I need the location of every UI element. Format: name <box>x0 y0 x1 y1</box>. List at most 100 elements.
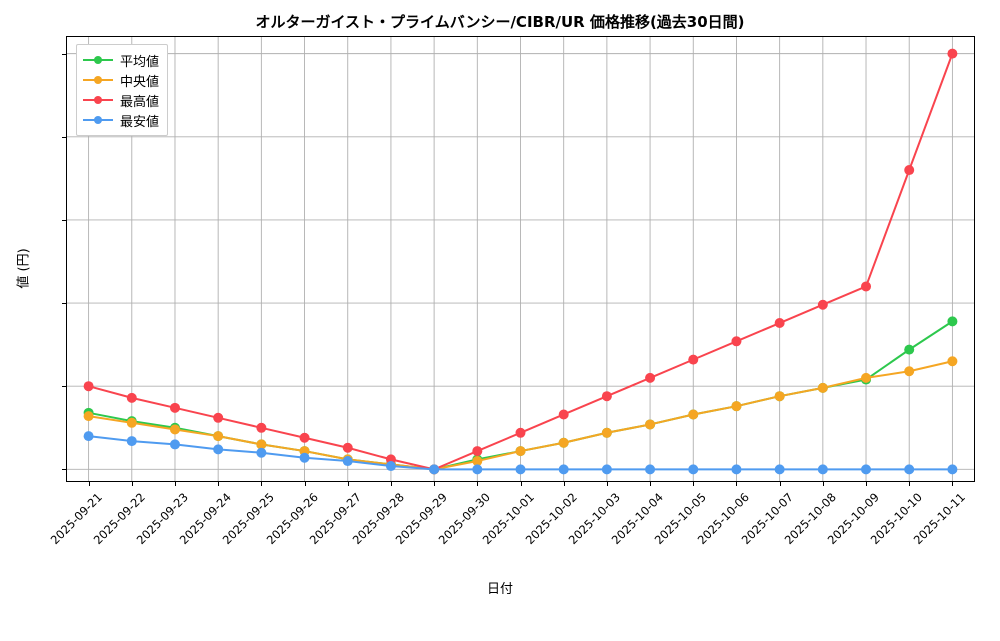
legend-label: 平均値 <box>120 54 160 70</box>
data-point <box>601 427 612 438</box>
data-point <box>126 417 137 428</box>
data-point <box>904 165 915 176</box>
legend-item-0[interactable]: 平均値 <box>83 50 159 70</box>
legend-item-1[interactable]: 中央値 <box>83 70 159 90</box>
plot-area <box>66 36 975 482</box>
x-tick-mark <box>650 482 652 486</box>
x-tick-mark <box>477 482 479 486</box>
x-tick-mark <box>88 482 90 486</box>
data-point <box>601 391 612 402</box>
data-point <box>774 464 785 475</box>
data-point <box>947 356 958 367</box>
data-point <box>947 316 958 327</box>
data-point <box>256 439 267 450</box>
data-point <box>688 409 699 420</box>
x-tick-mark <box>693 482 695 486</box>
legend-label: 最安値 <box>120 114 160 130</box>
data-point <box>385 461 396 472</box>
data-point <box>904 464 915 475</box>
legend-item-3[interactable]: 最安値 <box>83 110 159 130</box>
data-point <box>947 48 958 59</box>
data-point <box>645 464 656 475</box>
data-point <box>774 391 785 402</box>
data-point <box>299 452 310 463</box>
data-point <box>558 464 569 475</box>
x-tick-mark <box>909 482 911 486</box>
data-point <box>947 464 958 475</box>
chart-title: オルターガイスト・プライムバンシー/CIBR/UR 価格推移(過去30日間) <box>255 13 745 31</box>
y-tick-mark <box>62 386 66 388</box>
data-point <box>472 446 483 457</box>
data-point <box>645 372 656 383</box>
x-tick-mark <box>347 482 349 486</box>
data-point <box>731 336 742 347</box>
data-point <box>169 424 180 435</box>
data-point <box>515 464 526 475</box>
x-tick-mark <box>822 482 824 486</box>
x-tick-mark <box>131 482 133 486</box>
y-tick-mark <box>62 219 66 221</box>
legend-label: 最高値 <box>120 94 160 110</box>
data-point <box>558 437 569 448</box>
data-point <box>299 432 310 443</box>
data-point <box>904 366 915 377</box>
data-point <box>515 446 526 457</box>
data-point <box>342 456 353 467</box>
x-tick-mark <box>736 482 738 486</box>
data-point <box>817 464 828 475</box>
chart-legend: 平均値 中央値最高値最安値 <box>76 44 169 136</box>
data-point <box>429 464 440 475</box>
data-point <box>256 447 267 458</box>
legend-swatch-icon <box>83 113 113 127</box>
data-point <box>83 431 94 442</box>
series-canvas <box>67 37 974 481</box>
data-point <box>213 412 224 423</box>
data-point <box>645 419 656 430</box>
legend-swatch-icon <box>83 73 113 87</box>
y-tick-mark <box>62 303 66 305</box>
data-point <box>601 464 612 475</box>
data-point <box>83 381 94 392</box>
data-point <box>126 392 137 403</box>
data-point <box>861 464 872 475</box>
data-point <box>688 464 699 475</box>
data-point <box>169 439 180 450</box>
x-tick-mark <box>218 482 220 486</box>
x-tick-mark <box>779 482 781 486</box>
x-axis-label: 日付 <box>486 582 513 597</box>
x-tick-mark <box>952 482 954 486</box>
data-point <box>861 281 872 292</box>
x-tick-mark <box>174 482 176 486</box>
data-point <box>342 442 353 453</box>
data-point <box>472 464 483 475</box>
data-point <box>126 436 137 447</box>
data-point <box>731 464 742 475</box>
legend-swatch-icon <box>83 53 113 67</box>
data-point <box>515 427 526 438</box>
chart-figure: オルターガイスト・プライムバンシー/CIBR/UR 価格推移(過去30日間) 値… <box>16 13 975 597</box>
x-tick-mark <box>563 482 565 486</box>
x-tick-mark <box>261 482 263 486</box>
legend-item-2[interactable]: 最高値 <box>83 90 159 110</box>
y-tick-mark <box>62 469 66 471</box>
data-point <box>83 411 94 422</box>
y-axis-label: 値 (円) <box>16 248 32 289</box>
data-point <box>688 354 699 365</box>
data-point <box>904 344 915 355</box>
x-tick-mark <box>520 482 522 486</box>
data-point <box>213 444 224 455</box>
data-point <box>256 422 267 433</box>
series-2 <box>83 48 958 475</box>
data-point <box>817 299 828 310</box>
data-point <box>731 401 742 412</box>
legend-swatch-icon <box>83 93 113 107</box>
data-point <box>169 402 180 413</box>
data-point <box>774 318 785 329</box>
data-point <box>817 382 828 393</box>
series-3 <box>83 431 958 475</box>
x-tick-mark <box>434 482 436 486</box>
data-point <box>213 431 224 442</box>
x-tick-mark <box>304 482 306 486</box>
data-point <box>558 409 569 420</box>
y-tick-mark <box>62 136 66 138</box>
